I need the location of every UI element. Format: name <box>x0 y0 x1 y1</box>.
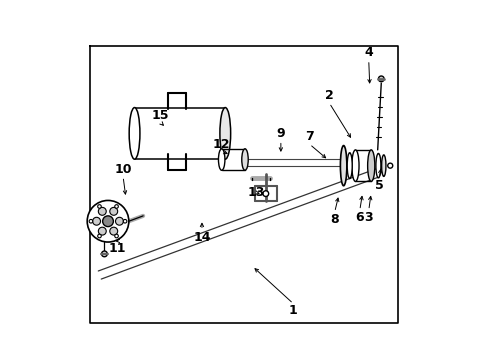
Ellipse shape <box>123 220 127 223</box>
Ellipse shape <box>98 227 106 235</box>
Ellipse shape <box>382 155 386 176</box>
Text: 3: 3 <box>365 211 373 224</box>
Text: 13: 13 <box>247 186 265 199</box>
Text: 4: 4 <box>365 46 373 59</box>
Text: 11: 11 <box>109 242 126 255</box>
Ellipse shape <box>98 234 101 238</box>
Ellipse shape <box>93 217 100 225</box>
Text: 2: 2 <box>325 89 334 102</box>
Ellipse shape <box>101 251 107 257</box>
Ellipse shape <box>368 150 375 181</box>
Ellipse shape <box>376 153 381 178</box>
Ellipse shape <box>352 150 359 181</box>
Ellipse shape <box>347 153 352 179</box>
Text: 10: 10 <box>114 163 132 176</box>
Ellipse shape <box>98 207 106 215</box>
Ellipse shape <box>220 108 231 159</box>
Ellipse shape <box>110 207 118 215</box>
Ellipse shape <box>89 220 93 223</box>
Text: 5: 5 <box>375 179 384 192</box>
Ellipse shape <box>129 108 140 159</box>
Text: 8: 8 <box>330 213 339 226</box>
Text: 15: 15 <box>152 109 170 122</box>
Ellipse shape <box>263 191 269 197</box>
Ellipse shape <box>87 201 129 242</box>
Ellipse shape <box>116 217 123 225</box>
Ellipse shape <box>341 145 347 186</box>
Text: 14: 14 <box>193 231 211 244</box>
Text: 1: 1 <box>289 305 298 318</box>
Ellipse shape <box>115 205 118 208</box>
Text: 6: 6 <box>355 211 364 224</box>
Ellipse shape <box>98 205 101 208</box>
Ellipse shape <box>242 149 248 170</box>
Ellipse shape <box>388 163 393 168</box>
Text: 7: 7 <box>305 130 314 144</box>
Ellipse shape <box>102 216 113 226</box>
Text: 9: 9 <box>276 127 285 140</box>
Ellipse shape <box>378 76 384 82</box>
Ellipse shape <box>110 227 118 235</box>
Ellipse shape <box>219 149 225 170</box>
Text: 12: 12 <box>213 138 230 150</box>
Ellipse shape <box>115 234 118 238</box>
